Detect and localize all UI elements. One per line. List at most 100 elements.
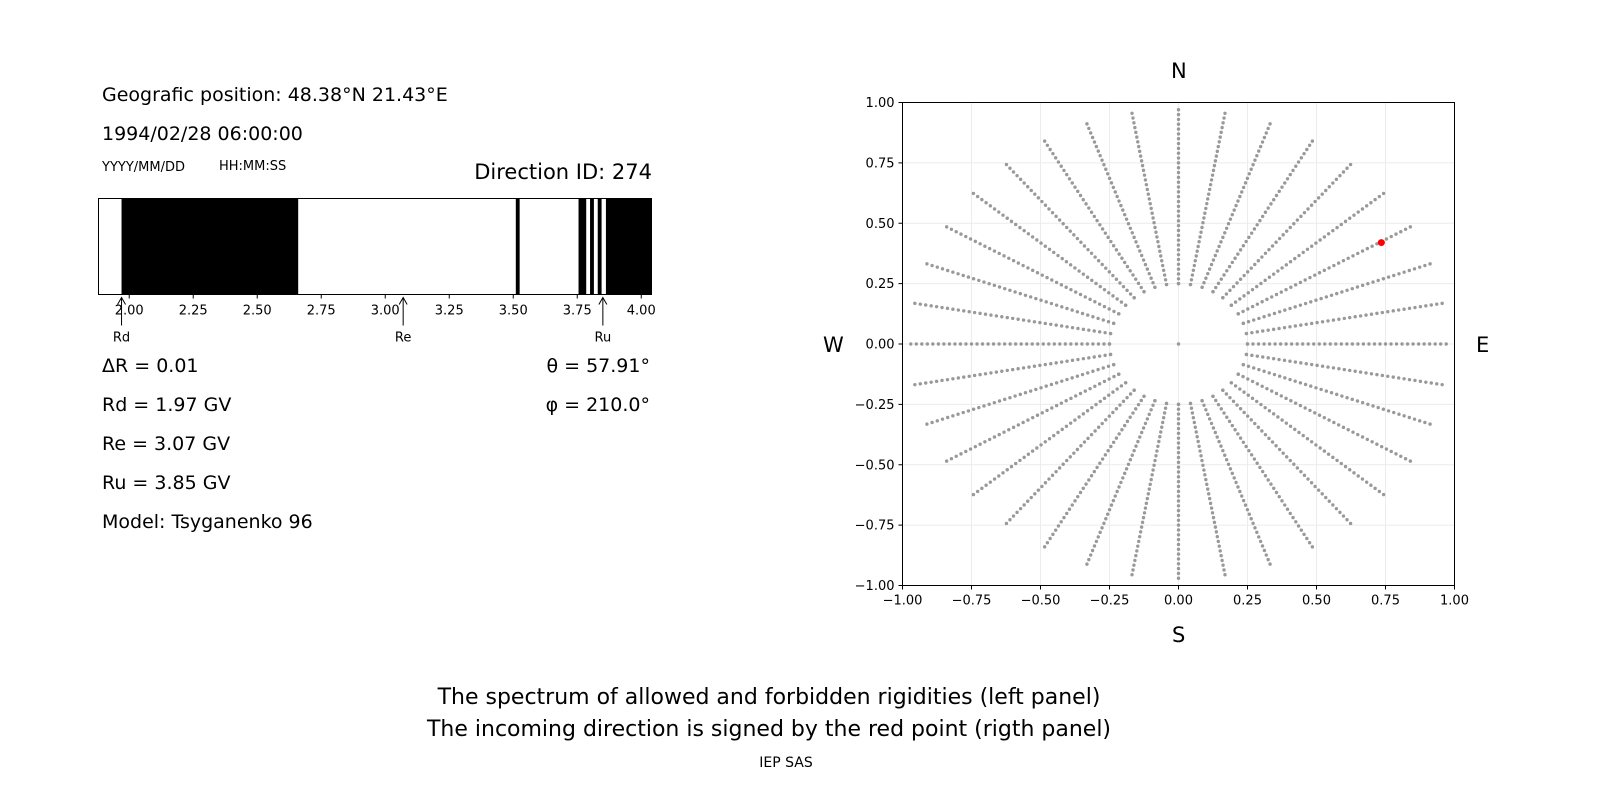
direction-point (1102, 379, 1107, 384)
direction-point (1356, 474, 1360, 478)
direction-point (1064, 399, 1068, 403)
spectrum-tick-label: 2.25 (179, 304, 208, 319)
direction-point (1309, 203, 1314, 207)
direction-point (1111, 321, 1116, 326)
direction-point (1202, 216, 1206, 220)
direction-point (1418, 379, 1423, 384)
direction-point (1270, 440, 1275, 444)
direction-point (1176, 562, 1181, 566)
direction-point (959, 452, 963, 456)
direction-point (1246, 307, 1250, 311)
direction-point (1269, 202, 1273, 206)
direction-point (1176, 489, 1181, 494)
direction-point (1392, 273, 1396, 278)
direction-point (1176, 146, 1181, 151)
direction-point (1119, 480, 1123, 485)
direction-point (992, 207, 997, 211)
direction-point (1348, 468, 1352, 472)
direction-point (1056, 430, 1060, 435)
direction-point (1176, 252, 1181, 257)
direction-point (1189, 278, 1194, 282)
direction-point (1293, 401, 1298, 405)
direction-point (1331, 318, 1336, 322)
direction-point (1145, 267, 1150, 271)
direction-point (1238, 387, 1242, 391)
forbidden-band (121, 198, 299, 295)
direction-point (1089, 131, 1093, 135)
direction-point (1136, 402, 1141, 407)
direction-point (1038, 320, 1042, 325)
direction-point (980, 342, 985, 346)
direction-point (1252, 227, 1257, 231)
direction-point (1392, 410, 1396, 415)
y-tick-label: −0.25 (855, 398, 895, 413)
direction-point (973, 444, 978, 449)
direction-point (1238, 407, 1243, 411)
direction-point (1008, 288, 1012, 293)
direction-point (1428, 262, 1432, 266)
direction-point (1246, 319, 1251, 324)
direction-point (1132, 296, 1136, 300)
direction-point (1128, 269, 1132, 273)
direction-point (1378, 342, 1382, 346)
direction-point (1176, 219, 1181, 223)
direction-point (1228, 467, 1233, 471)
direction-point (1188, 282, 1193, 287)
direction-point (1381, 191, 1386, 196)
direction-point (1192, 420, 1197, 425)
direction-point (1176, 542, 1181, 547)
direction-point (1433, 342, 1437, 346)
direction-point (1153, 458, 1157, 463)
direction-point (1160, 420, 1165, 425)
compass-west: W (823, 333, 844, 357)
direction-point (1126, 462, 1131, 466)
direction-point (929, 304, 933, 308)
direction-point (1262, 135, 1267, 140)
compass-east: E (1476, 333, 1490, 357)
direction-point (1162, 411, 1167, 415)
direction-point (1164, 401, 1169, 406)
direction-point (1288, 260, 1293, 264)
x-tick-label: 0.00 (1164, 594, 1193, 609)
direction-point (1008, 166, 1012, 170)
direction-chart: −1.00 −0.75 −0.50 −0.25 0.00 0.25 0.50 0.75 1.00… (855, 96, 1469, 609)
direction-point (1113, 494, 1117, 498)
direction-point (1051, 151, 1055, 156)
direction-point (1297, 253, 1301, 258)
direction-point (1309, 481, 1314, 485)
direction-point (1068, 455, 1072, 459)
direction-point (1418, 304, 1423, 309)
direction-point (1267, 371, 1271, 375)
direction-point (980, 197, 984, 202)
direction-point (1144, 501, 1149, 506)
direction-point (1233, 384, 1238, 388)
direction-point (1424, 380, 1428, 384)
direction-point (1301, 342, 1305, 346)
direction-point (1134, 277, 1138, 281)
direction-point (1096, 367, 1100, 372)
direction-point (1379, 444, 1384, 449)
direction-point (1222, 273, 1226, 277)
direction-point (1126, 222, 1131, 226)
direction-point (1217, 439, 1221, 444)
direction-point (1295, 466, 1300, 470)
direction-point (1030, 342, 1034, 346)
direction-point (1381, 407, 1386, 411)
direction-point (1007, 256, 1011, 260)
direction-point (913, 301, 917, 306)
direction-point (1104, 517, 1108, 521)
direction-point (1335, 458, 1339, 463)
direction-point (1277, 310, 1282, 314)
direction-point (1245, 270, 1250, 274)
direction-point (1118, 403, 1122, 407)
direction-point (1176, 426, 1181, 431)
direction-point (1028, 389, 1033, 393)
direction-point (1217, 244, 1221, 249)
direction-point (987, 246, 992, 251)
direction-point (1068, 421, 1073, 425)
direction-point (1047, 477, 1051, 481)
direction-point (1059, 283, 1064, 287)
direction-point (1412, 267, 1417, 271)
direction-point (1054, 280, 1059, 285)
direction-point (1151, 216, 1155, 220)
